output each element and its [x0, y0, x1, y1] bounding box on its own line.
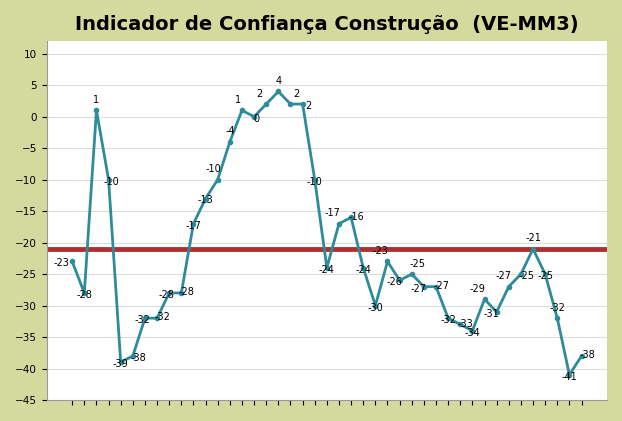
Text: -27: -27 [411, 284, 426, 293]
Text: -16: -16 [349, 212, 364, 221]
Text: 2: 2 [256, 88, 262, 99]
Text: -28: -28 [159, 290, 174, 300]
Text: -32: -32 [549, 303, 565, 313]
Text: -32: -32 [134, 315, 150, 325]
Text: 0: 0 [254, 114, 260, 124]
Text: -27: -27 [434, 281, 450, 291]
Text: -25: -25 [519, 271, 534, 281]
Text: -41: -41 [562, 372, 577, 382]
Text: -39: -39 [113, 359, 129, 369]
Text: -28: -28 [179, 287, 195, 297]
Text: -32: -32 [440, 315, 456, 325]
Text: -24: -24 [319, 265, 335, 275]
Text: -32: -32 [155, 312, 170, 322]
Text: 1: 1 [93, 95, 100, 105]
Text: -30: -30 [368, 303, 383, 312]
Text: -21: -21 [525, 233, 541, 243]
Text: 1: 1 [234, 95, 241, 105]
Text: -31: -31 [483, 309, 499, 319]
Text: -23: -23 [373, 246, 389, 256]
Text: -10: -10 [206, 164, 221, 174]
Title: Indicador de Confiança Construção  (VE-MM3): Indicador de Confiança Construção (VE-MM… [75, 15, 578, 34]
Text: -25: -25 [409, 258, 425, 269]
Text: -25: -25 [537, 271, 553, 281]
Text: -38: -38 [131, 353, 146, 363]
Text: -10: -10 [103, 176, 119, 187]
Text: -17: -17 [185, 221, 202, 231]
Text: -17: -17 [324, 208, 340, 218]
Text: -4: -4 [225, 126, 234, 136]
Text: -34: -34 [465, 328, 480, 338]
Text: -23: -23 [53, 258, 69, 269]
Text: -33: -33 [458, 319, 474, 329]
Text: -13: -13 [198, 195, 213, 205]
Text: -29: -29 [470, 284, 486, 294]
Text: 2: 2 [293, 88, 299, 99]
Text: -24: -24 [355, 265, 371, 275]
Text: -26: -26 [386, 277, 402, 287]
Text: -28: -28 [77, 290, 92, 300]
Text: -10: -10 [307, 176, 323, 187]
Text: -27: -27 [495, 271, 511, 281]
Text: -38: -38 [579, 350, 595, 360]
Text: 4: 4 [276, 76, 281, 86]
Text: 2: 2 [305, 101, 311, 111]
